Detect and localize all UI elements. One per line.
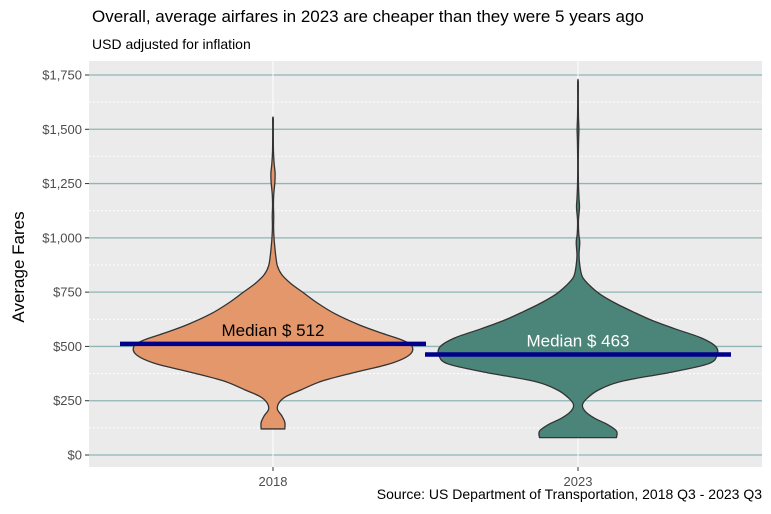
y-axis-title: Average Fares bbox=[9, 211, 28, 322]
x-tick-label: 2023 bbox=[564, 474, 593, 489]
x-tick-label: 2018 bbox=[259, 474, 288, 489]
y-tick-label: $250 bbox=[53, 393, 82, 408]
y-tick-label: $1,500 bbox=[42, 122, 82, 137]
y-tick-label: $1,750 bbox=[42, 68, 82, 83]
y-tick-label: $1,250 bbox=[42, 176, 82, 191]
y-tick-label: $750 bbox=[53, 285, 82, 300]
y-tick-label: $0 bbox=[68, 448, 82, 463]
median-label-2023: Median $ 463 bbox=[526, 331, 629, 350]
chart-subtitle: USD adjusted for inflation bbox=[92, 36, 251, 52]
plot-panel bbox=[89, 61, 762, 467]
source-note: Source: US Department of Transportation,… bbox=[376, 486, 762, 502]
axes: $0 $250 $500 $750 $1,000 $1,250 $1,500 $1,750 20… bbox=[42, 68, 592, 490]
y-tick-label: $1,000 bbox=[42, 230, 82, 245]
y-tick-label: $500 bbox=[53, 339, 82, 354]
median-markers: Median $ 512 Median $ 463 bbox=[120, 321, 731, 357]
violin-2023 bbox=[437, 78, 719, 439]
chart-title: Overall, average airfares in 2023 are ch… bbox=[92, 7, 644, 26]
median-label-2018: Median $ 512 bbox=[221, 321, 324, 340]
